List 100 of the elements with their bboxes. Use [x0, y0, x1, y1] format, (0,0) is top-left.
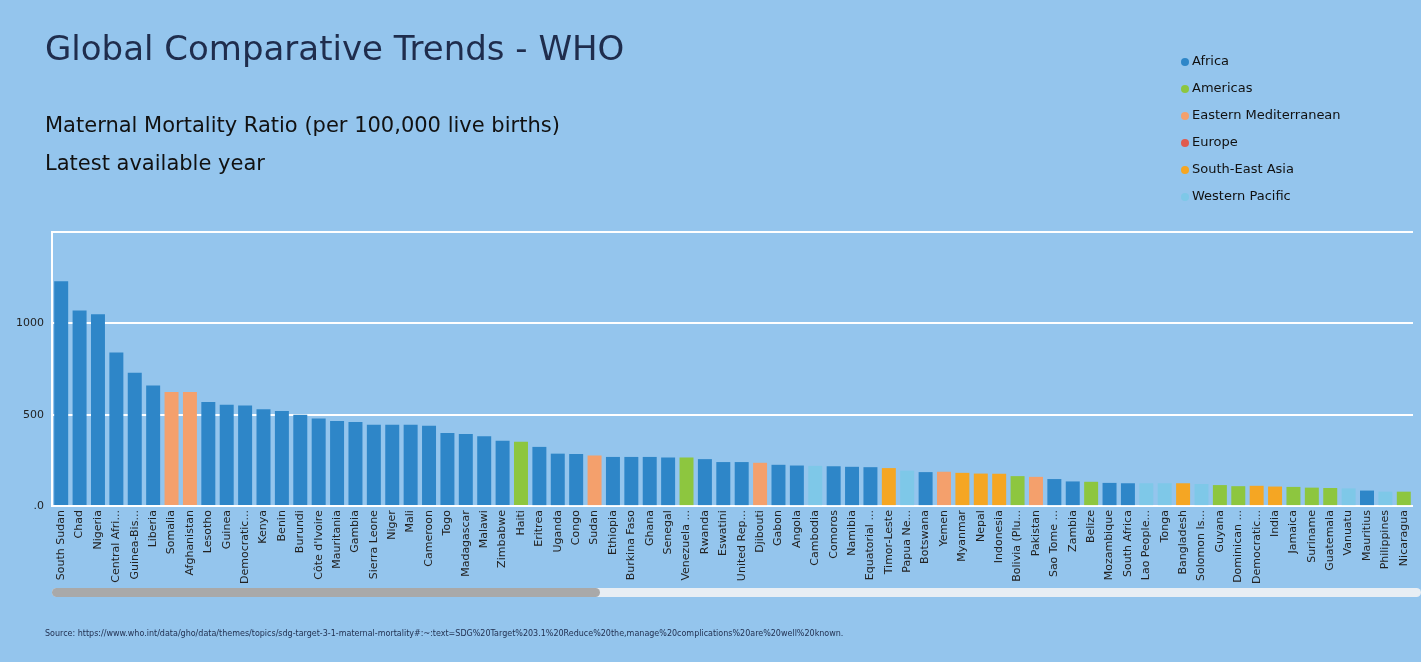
- x-tick-label: United Rep...: [734, 510, 748, 582]
- bar: [422, 425, 437, 506]
- legend-label: Africa: [1192, 53, 1230, 69]
- bar: [1065, 481, 1080, 506]
- bar: [753, 462, 768, 506]
- bar: [385, 424, 400, 506]
- x-tick-label: Kenya: [256, 510, 270, 544]
- x-tick-label: Suriname: [1304, 509, 1318, 563]
- x-tick-label: Sao Tome ...: [1047, 510, 1061, 578]
- x-tick-label: Sudan: [587, 510, 601, 545]
- bar: [1028, 476, 1043, 506]
- x-tick-label: Madagascar: [458, 509, 472, 577]
- bar: [514, 441, 528, 506]
- x-tick-label: Mauritania: [329, 510, 343, 569]
- x-tick-label: Rwanda: [697, 510, 711, 555]
- x-tick-label: Comoros: [826, 509, 840, 559]
- x-tick-label: Senegal: [660, 510, 674, 555]
- x-tick-label: Venezuela ...: [679, 510, 693, 581]
- x-tick-label: Mauritius: [1359, 509, 1373, 561]
- x-tick-label: Nigeria: [90, 510, 104, 550]
- bar: [109, 352, 124, 506]
- bar: [992, 473, 1007, 506]
- x-tick-label: Congo: [569, 509, 583, 546]
- bar: [1047, 479, 1062, 506]
- x-tick-label: Myanmar: [955, 509, 969, 562]
- x-tick-label: Niger: [385, 509, 399, 540]
- bar: [54, 281, 69, 506]
- bar: [440, 433, 455, 506]
- x-tick-label: Timor-Leste: [881, 509, 895, 576]
- x-tick-label: Namibia: [844, 510, 858, 556]
- legend-label: Europe: [1192, 134, 1238, 150]
- x-tick-label: Afghanistan: [182, 510, 196, 576]
- bar: [201, 401, 216, 506]
- bar: [1194, 483, 1209, 506]
- x-tick-label: Bolivia (Plu...: [1010, 510, 1024, 582]
- bar: [826, 466, 841, 506]
- bar: [937, 471, 951, 506]
- x-tick-label: Dominican ...: [1231, 510, 1245, 583]
- x-tick-label: Tonga: [1157, 510, 1171, 544]
- bar: [1286, 486, 1301, 506]
- x-tick-label: Cambodia: [808, 510, 822, 566]
- bar: [605, 456, 620, 506]
- bar: [1304, 487, 1319, 506]
- x-tick-label: Togo: [440, 509, 454, 537]
- x-tick-label: Uganda: [550, 510, 564, 553]
- x-tick-label: Solomon Is...: [1194, 510, 1208, 581]
- bar: [1212, 485, 1227, 506]
- bar: [238, 405, 253, 506]
- x-tick-label: Haiti: [513, 510, 527, 536]
- bar: [771, 464, 786, 506]
- x-tick-label: Philippines: [1378, 509, 1392, 570]
- bar: [550, 453, 565, 506]
- bar: [697, 459, 712, 506]
- x-tick-label: Burkina Faso: [624, 509, 638, 581]
- bar: [642, 456, 657, 506]
- bar: [330, 420, 345, 506]
- x-tick-label: Belize: [1084, 509, 1097, 544]
- x-tick-label: Yemen: [936, 510, 950, 548]
- x-tick-label: Guinea-Bis...: [127, 510, 141, 580]
- bar: [587, 455, 602, 506]
- x-tick-label: Democratic...: [237, 510, 251, 585]
- bar: [72, 310, 87, 506]
- x-tick-label: Chad: [72, 510, 86, 539]
- bar: [955, 472, 970, 506]
- x-tick-label: Angola: [789, 510, 803, 549]
- bar: [716, 462, 731, 506]
- x-tick-label: Pakistan: [1028, 510, 1042, 557]
- bar: [569, 454, 584, 506]
- bar: [127, 372, 142, 506]
- bar: [458, 433, 473, 506]
- bar: [679, 457, 694, 506]
- x-tick-label: Lao People...: [1139, 510, 1153, 581]
- bar: [1102, 482, 1117, 506]
- bar: [973, 473, 988, 506]
- bar: [1378, 491, 1393, 506]
- x-tick-label: Eswatini: [716, 510, 730, 556]
- y-tick-label: .0: [33, 498, 44, 512]
- bar: [90, 314, 105, 506]
- legend-label: Eastern Mediterranean: [1192, 107, 1341, 123]
- x-tick-label: Ghana: [642, 510, 656, 547]
- bar: [918, 472, 933, 506]
- bar: [256, 409, 271, 506]
- x-tick-label: Mali: [403, 510, 417, 533]
- x-tick-label: Benin: [274, 510, 288, 542]
- x-tick-label: Gabon: [771, 510, 785, 547]
- x-tick-label: India: [1267, 510, 1281, 538]
- x-tick-label: Jamaica: [1286, 510, 1300, 555]
- bar: [1231, 486, 1246, 506]
- x-tick-label: Indonesia: [992, 510, 1006, 564]
- bar: [1323, 488, 1338, 506]
- bar: [1268, 486, 1283, 506]
- x-tick-label: Zambia: [1065, 510, 1079, 552]
- bar: [624, 456, 639, 506]
- bar: [1341, 488, 1356, 506]
- bar: [845, 466, 860, 506]
- x-tick-label: Zimbabwe: [495, 509, 509, 568]
- x-tick-label: Lesotho: [201, 509, 215, 554]
- x-tick-label: Nicaragua: [1396, 510, 1410, 567]
- x-tick-label: Democratic...: [1249, 510, 1263, 585]
- x-tick-label: Cameroon: [421, 510, 435, 567]
